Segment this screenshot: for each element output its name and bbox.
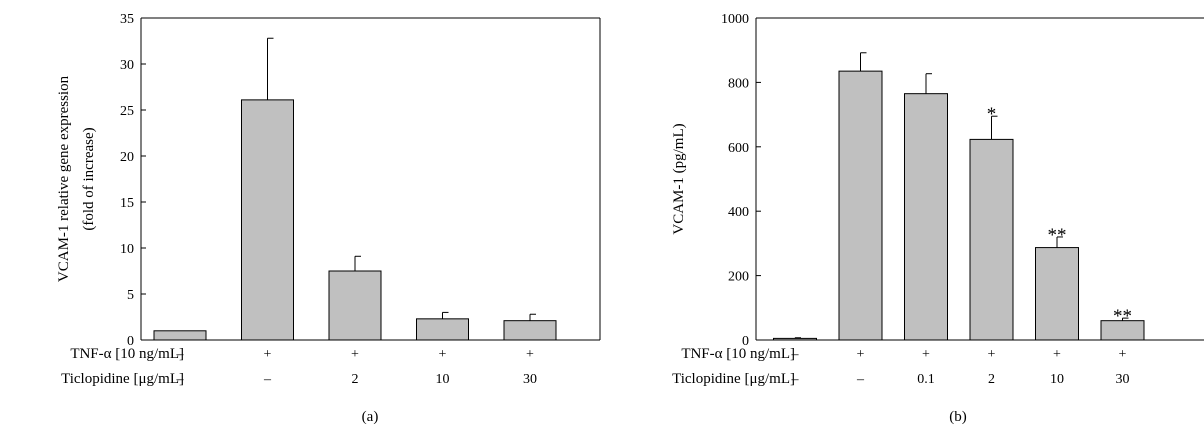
panel-a-y-axis-label: VCAM-1 relative gene expression xyxy=(56,75,72,282)
panel-a-y-tick-label: 0 xyxy=(127,334,134,349)
panel-b-condition-value: 10 xyxy=(1050,372,1064,387)
panel-a-y-tick-label: 30 xyxy=(120,58,134,73)
panel-a-bar xyxy=(153,330,207,341)
panel-b-condition-value: + xyxy=(1053,347,1061,362)
panel-a-condition-value: 30 xyxy=(523,372,537,387)
panel-b-bar xyxy=(1035,247,1079,341)
panel-b-significance-marker: ** xyxy=(1048,225,1067,246)
panel-a-condition-value: + xyxy=(439,347,447,362)
panel-b-condition-value: – xyxy=(791,372,800,387)
panel-b-bar xyxy=(969,138,1014,341)
panel-b-condition-value: + xyxy=(988,347,996,362)
panel-a-condition-value: 2 xyxy=(352,372,359,387)
panel-b-condition-value: + xyxy=(1119,347,1127,362)
panel-b-condition-value: 2 xyxy=(988,372,995,387)
panel-b-y-tick-label: 200 xyxy=(728,270,749,285)
panel-b-significance-marker: * xyxy=(987,104,997,125)
panel-b-condition-label: TNF-α [10 ng/mL] xyxy=(681,346,795,362)
panel-a-bar xyxy=(241,99,294,341)
panel-b-condition-value: + xyxy=(857,347,865,362)
panel-a-y-tick-label: 5 xyxy=(127,288,134,303)
panel-a-y-tick-label: 35 xyxy=(120,12,134,27)
panel-b-y-tick-label: 0 xyxy=(742,334,749,349)
panel-b-condition-value: + xyxy=(922,347,930,362)
panel-b-condition-value: 30 xyxy=(1116,372,1130,387)
panel-a-condition-value: – xyxy=(263,372,272,387)
panel-b-bar xyxy=(838,70,883,341)
panel-b-y-tick-label: 600 xyxy=(728,141,749,156)
panel-a-condition-value: – xyxy=(176,372,185,387)
panel-a-bar xyxy=(503,320,557,341)
panel-a-condition-value: – xyxy=(176,347,185,362)
panel-a-chart: 0 5 10 15 20 25 30 35 VCAM-1 relative gene expre… xyxy=(56,12,601,425)
panel-a-y-tick-label: 15 xyxy=(120,196,134,211)
panel-b-y-tick-label: 800 xyxy=(728,76,749,91)
panel-b-condition-value: 0.1 xyxy=(917,372,935,387)
panel-a-condition-value: 10 xyxy=(436,372,450,387)
panel-b-condition-value: – xyxy=(856,372,865,387)
panel-a-condition-value: + xyxy=(351,347,359,362)
panel-a-condition-value: + xyxy=(526,347,534,362)
panel-a-y-tick-label: 25 xyxy=(120,104,134,119)
panel-a-y-tick-label: 20 xyxy=(120,150,134,165)
panel-b-y-axis-label: VCAM-1 (pg/mL) xyxy=(671,123,687,234)
panel-b-caption: (b) xyxy=(949,409,967,425)
panel-b-condition-value: – xyxy=(791,347,800,362)
panel-b-y-tick-label: 400 xyxy=(728,205,749,220)
panel-a-bar xyxy=(328,270,382,341)
panel-b-significance-marker: ** xyxy=(1113,306,1132,327)
panel-a-condition-label: Ticlopidine [μg/mL] xyxy=(61,371,184,387)
panel-a-condition-label: TNF-α [10 ng/mL] xyxy=(70,346,184,362)
panel-b-bar xyxy=(904,93,948,341)
panel-a-y-tick-label: 10 xyxy=(120,242,134,257)
panel-b-bar xyxy=(773,337,817,341)
panel-a-y-axis-label: (fold of increase) xyxy=(81,127,97,230)
panel-b-condition-label: Ticlopidine [μg/mL] xyxy=(672,371,795,387)
panel-a-condition-value: + xyxy=(264,347,272,362)
panel-a-caption: (a) xyxy=(362,409,379,425)
panel-b-y-tick-label: 1000 xyxy=(721,12,749,27)
panel-a-bar xyxy=(416,318,469,341)
